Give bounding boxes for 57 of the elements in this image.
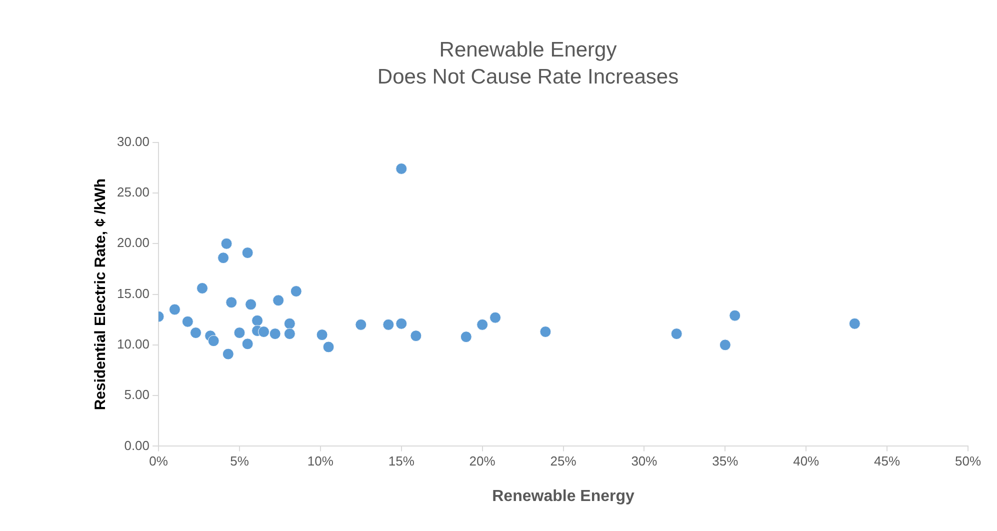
point	[476, 318, 488, 330]
x-tick-label: 35%	[712, 454, 739, 469]
point	[729, 310, 741, 322]
point	[234, 327, 246, 339]
point	[226, 296, 238, 308]
y-tick-label: 10.00	[116, 336, 150, 352]
point	[396, 318, 408, 330]
point	[269, 328, 281, 340]
point	[272, 294, 284, 306]
x-tick-label: 30%	[631, 454, 658, 469]
point	[222, 348, 234, 360]
y-tick-label: 30.00	[116, 134, 150, 149]
point	[190, 327, 202, 339]
point	[396, 162, 408, 174]
x-tick-label: 25%	[550, 454, 577, 469]
x-tick-label: 10%	[307, 454, 334, 469]
point	[284, 318, 296, 330]
x-tick-label: 45%	[874, 454, 900, 469]
point	[460, 331, 472, 343]
point	[316, 329, 328, 341]
x-tick-label: 5%	[230, 454, 250, 469]
point	[490, 312, 502, 324]
point	[218, 252, 230, 264]
y-tick-label: 0.00	[124, 438, 150, 453]
point	[252, 314, 264, 326]
point	[322, 341, 334, 353]
x-tick-label: 50%	[954, 454, 982, 469]
y-axis-title: Residential Electric Rate, ¢ /kWh	[92, 178, 110, 410]
point	[258, 326, 270, 338]
point	[382, 318, 394, 330]
x-tick-label: 40%	[793, 454, 820, 469]
point	[168, 304, 180, 316]
chart-title: Renewable Energy	[439, 38, 618, 62]
point	[848, 318, 860, 330]
point	[245, 298, 257, 310]
point	[242, 247, 254, 259]
point	[208, 335, 220, 347]
x-tick-label: 20%	[469, 454, 496, 469]
point	[670, 328, 682, 340]
y-tick-label: 5.00	[124, 387, 150, 402]
point	[410, 330, 422, 342]
y-tick-label: 25.00	[116, 184, 150, 200]
x-axis-title: Renewable Energy	[492, 488, 634, 505]
point	[290, 286, 302, 298]
chart-subtitle: Does Not Cause Rate Increases	[377, 66, 679, 89]
point	[220, 238, 232, 250]
x-tick-label: 0%	[149, 454, 168, 469]
point	[719, 339, 731, 351]
y-tick-label: 20.00	[116, 235, 150, 250]
point	[242, 338, 254, 350]
point	[540, 326, 552, 338]
y-tick-label: 15.00	[116, 286, 150, 301]
point	[182, 316, 194, 328]
x-tick-label: 15%	[388, 454, 415, 469]
point	[355, 318, 367, 330]
point	[196, 282, 208, 294]
point	[284, 328, 296, 340]
